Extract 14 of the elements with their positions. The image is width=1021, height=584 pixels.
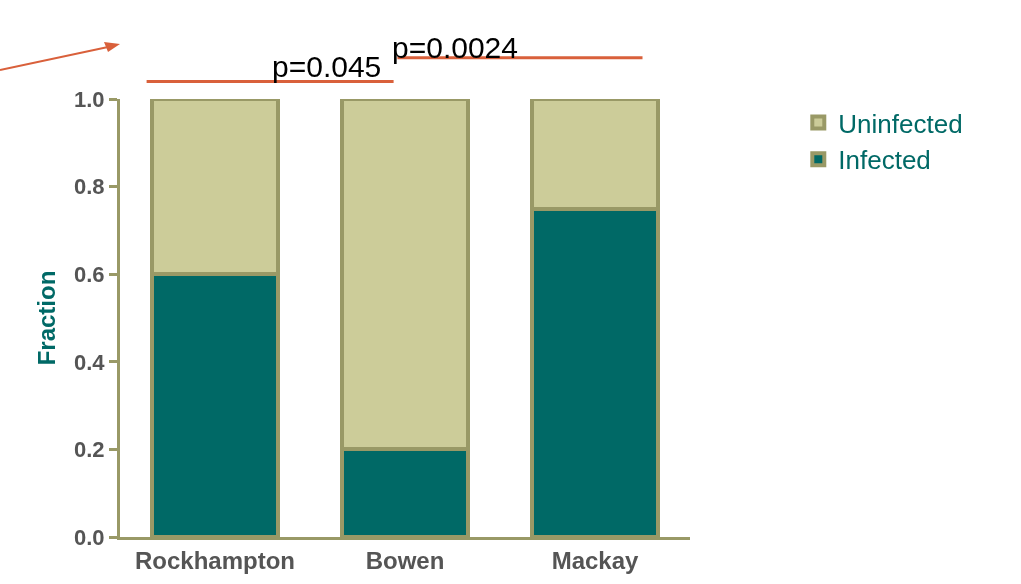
y-tick-label: 0.8 [74, 174, 105, 200]
y-tick-label: 1.0 [74, 86, 105, 112]
y-tick-label: 0.4 [74, 349, 106, 375]
y-tick-label: 0.2 [74, 437, 105, 463]
x-tick-label: Rockhampton [134, 546, 296, 574]
y-axis-title: Fraction [33, 270, 61, 366]
text: p=0.045 [272, 50, 382, 83]
legend-label: Infected [838, 145, 931, 176]
x-tick-label: Bowen [365, 546, 445, 574]
x-tick-label: Mackay [551, 546, 640, 574]
legend-label: Uninfected [838, 108, 963, 139]
y-tick-label: 0.0 [74, 524, 105, 550]
y-tick-label: 0.6 [74, 261, 105, 287]
text: p=0.0024 [392, 31, 518, 64]
